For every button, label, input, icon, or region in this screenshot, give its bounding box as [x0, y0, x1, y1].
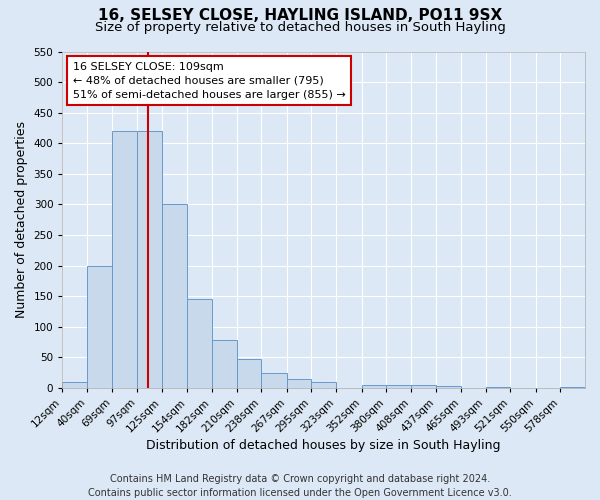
Bar [560, 387, 585, 388]
Bar [112, 131, 137, 388]
Text: 16, SELSEY CLOSE, HAYLING ISLAND, PO11 9SX: 16, SELSEY CLOSE, HAYLING ISLAND, PO11 9… [98, 8, 502, 22]
Bar [212, 340, 236, 388]
Bar [62, 382, 87, 388]
Bar [87, 266, 112, 388]
Bar [386, 385, 411, 388]
Bar [362, 385, 386, 388]
Bar [411, 385, 436, 388]
Bar [162, 204, 187, 388]
Bar [187, 300, 212, 388]
Text: 16 SELSEY CLOSE: 109sqm
← 48% of detached houses are smaller (795)
51% of semi-d: 16 SELSEY CLOSE: 109sqm ← 48% of detache… [73, 62, 346, 100]
Bar [287, 380, 311, 388]
Bar [236, 358, 261, 388]
Bar [485, 387, 510, 388]
X-axis label: Distribution of detached houses by size in South Hayling: Distribution of detached houses by size … [146, 440, 501, 452]
Text: Contains HM Land Registry data © Crown copyright and database right 2024.
Contai: Contains HM Land Registry data © Crown c… [88, 474, 512, 498]
Text: Size of property relative to detached houses in South Hayling: Size of property relative to detached ho… [95, 21, 505, 34]
Bar [137, 131, 162, 388]
Bar [311, 382, 336, 388]
Y-axis label: Number of detached properties: Number of detached properties [15, 122, 28, 318]
Bar [261, 373, 287, 388]
Bar [436, 386, 461, 388]
